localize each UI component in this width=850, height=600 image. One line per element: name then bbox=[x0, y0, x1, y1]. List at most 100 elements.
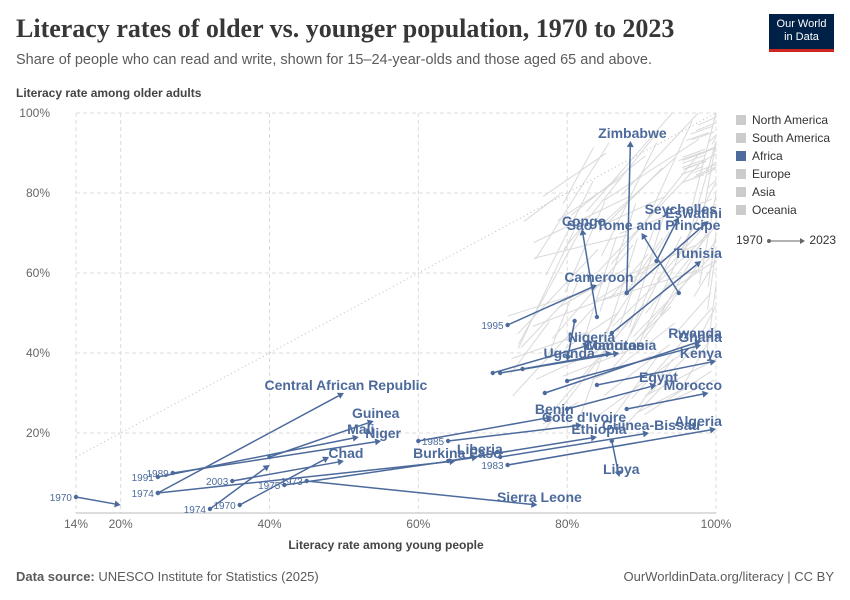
arrow-head bbox=[114, 500, 121, 508]
series-line bbox=[157, 395, 339, 494]
country-label: Cote d'Ivoire bbox=[542, 409, 626, 425]
y-tick-label: 60% bbox=[26, 266, 50, 280]
background-series-line bbox=[690, 125, 713, 135]
start-year-label: 1983 bbox=[481, 461, 504, 472]
series-morocco bbox=[624, 390, 709, 412]
legend-label: Oceania bbox=[752, 203, 797, 217]
footer-link[interactable]: OurWorldinData.org/literacy | CC BY bbox=[623, 569, 834, 584]
background-series-line bbox=[564, 312, 620, 349]
arrow-head bbox=[545, 414, 553, 422]
background-series-line bbox=[677, 259, 717, 286]
background-series-line bbox=[603, 344, 671, 396]
background-series-line bbox=[562, 147, 594, 204]
background-lines bbox=[507, 112, 717, 433]
background-series-line bbox=[637, 380, 698, 413]
arrow-head bbox=[322, 456, 330, 463]
background-series-line bbox=[682, 148, 706, 158]
background-series-line bbox=[609, 253, 649, 299]
background-series-line bbox=[672, 379, 715, 401]
arrow-head bbox=[575, 422, 583, 430]
series-algeria bbox=[505, 426, 716, 468]
legend-swatch bbox=[736, 205, 746, 215]
series-guinea-bissau bbox=[497, 430, 650, 460]
series-eswatini bbox=[624, 221, 709, 296]
country-label: Niger bbox=[365, 425, 401, 441]
background-series-line bbox=[507, 295, 572, 317]
chart-subtitle: Share of people who can read and write, … bbox=[16, 52, 653, 68]
background-series-line bbox=[681, 174, 705, 184]
country-label: Congo bbox=[562, 213, 606, 229]
series-line bbox=[625, 146, 632, 294]
legend-label: Asia bbox=[752, 185, 776, 199]
background-series-line bbox=[629, 207, 667, 328]
legend-item-south-america[interactable]: South America bbox=[736, 130, 830, 146]
legend-item-africa[interactable]: Africa bbox=[736, 148, 783, 164]
arrow-series bbox=[73, 141, 716, 512]
background-series-line bbox=[610, 152, 701, 265]
axis-labels: 14% 20% 40% 60% 80% 100% 20% 40% 60% 80% 100% Liter… bbox=[16, 86, 732, 552]
background-series-line bbox=[611, 233, 709, 327]
arrow-head bbox=[590, 434, 597, 442]
series-line bbox=[507, 429, 711, 466]
series-line bbox=[157, 460, 450, 494]
country-label: Mali bbox=[347, 421, 374, 437]
y-tick-label: 20% bbox=[26, 426, 50, 440]
start-year-label: 2003 bbox=[206, 477, 229, 488]
x-tick-label: 14% bbox=[64, 517, 88, 531]
country-label: Liberia bbox=[457, 441, 503, 457]
owid-logo[interactable]: Our World in Data bbox=[769, 14, 834, 52]
series-line bbox=[567, 320, 576, 356]
legend-item-europe[interactable]: Europe bbox=[736, 166, 791, 182]
source-text[interactable]: UNESCO Institute for Statistics (2025) bbox=[98, 569, 319, 584]
background-series-line bbox=[542, 312, 636, 433]
y-tick-label: 40% bbox=[26, 346, 50, 360]
start-point bbox=[490, 370, 495, 376]
legend-swatch bbox=[736, 169, 746, 179]
legend-item-north-america[interactable]: North America bbox=[736, 112, 828, 128]
legend-item-oceania[interactable]: Oceania bbox=[736, 202, 797, 218]
background-series-line bbox=[647, 326, 717, 396]
source-label: Data source: bbox=[16, 569, 95, 584]
arrow-head bbox=[582, 343, 590, 351]
country-label: Sao Tome and Principe bbox=[567, 217, 721, 233]
chart-title: Literacy rates of older vs. younger popu… bbox=[16, 14, 675, 43]
background-series-line bbox=[511, 331, 588, 360]
series-line bbox=[522, 353, 607, 370]
legend-item-asia[interactable]: Asia bbox=[736, 184, 775, 200]
country-label: Uganda bbox=[543, 345, 595, 361]
series-line bbox=[507, 286, 592, 326]
arrow-head bbox=[366, 419, 374, 427]
background-series-line bbox=[517, 249, 599, 335]
series-liberia bbox=[282, 454, 478, 488]
arrow-head bbox=[374, 438, 382, 446]
background-series-line bbox=[535, 142, 610, 260]
country-label: Egypt bbox=[639, 369, 678, 385]
time-arrow-icon bbox=[767, 237, 806, 244]
background-series-line bbox=[601, 196, 665, 227]
start-year-label: 1991 bbox=[132, 473, 155, 484]
start-point bbox=[505, 462, 510, 468]
arrow-head bbox=[336, 392, 344, 399]
series-line bbox=[284, 457, 473, 486]
background-series-line bbox=[682, 151, 706, 161]
series-line bbox=[582, 234, 598, 318]
background-series-line bbox=[686, 132, 709, 142]
background-series-line bbox=[707, 134, 717, 144]
background-series-line bbox=[622, 371, 678, 428]
country-label: Kenya bbox=[680, 345, 722, 361]
country-label: Mauritania bbox=[586, 337, 656, 353]
arrow-head bbox=[605, 350, 612, 358]
time-legend: 1970 2023 bbox=[736, 233, 836, 247]
country-label: Guinea bbox=[352, 405, 400, 421]
background-series-line bbox=[512, 305, 596, 397]
x-tick-label: 40% bbox=[257, 517, 281, 531]
arrow-head bbox=[579, 229, 587, 236]
background-series-line bbox=[523, 194, 560, 222]
series-sierra-leone bbox=[304, 478, 538, 508]
start-point bbox=[304, 478, 309, 484]
data-source: Data source: UNESCO Institute for Statis… bbox=[16, 569, 319, 584]
arrow-head bbox=[649, 383, 657, 390]
background-series-line bbox=[602, 138, 700, 202]
background-series-line bbox=[678, 152, 702, 162]
series-line bbox=[492, 345, 584, 374]
